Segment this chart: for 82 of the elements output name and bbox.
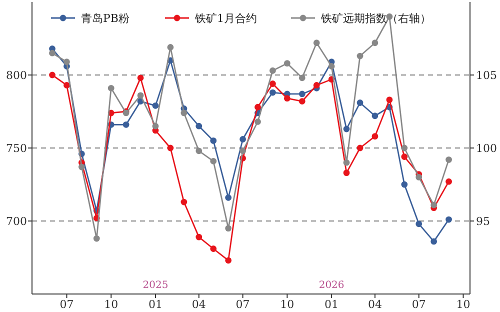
point	[328, 63, 335, 70]
point	[108, 84, 114, 92]
point	[356, 144, 364, 152]
x-tick-label: 07	[60, 298, 74, 311]
point	[446, 178, 452, 185]
annotation: 2026	[318, 280, 344, 291]
point	[401, 144, 408, 152]
point	[167, 44, 174, 50]
point	[152, 122, 159, 130]
point	[298, 98, 306, 104]
x-tick-label: 10	[104, 298, 118, 311]
point	[401, 154, 408, 160]
x-tick-label: 10	[456, 298, 470, 311]
y2-tick-label: 95	[476, 214, 490, 228]
point	[356, 100, 364, 106]
point	[225, 194, 232, 201]
point	[313, 82, 320, 88]
point	[196, 234, 202, 240]
point	[180, 110, 188, 116]
point	[122, 121, 130, 128]
point	[284, 95, 290, 102]
point	[93, 235, 100, 242]
legend-label: 青岛PB粉	[81, 12, 130, 25]
point	[64, 58, 70, 66]
point	[167, 144, 174, 152]
point	[430, 202, 438, 208]
y2-tick-label: 105	[476, 68, 497, 82]
point	[240, 148, 246, 154]
point	[284, 60, 290, 67]
point	[270, 67, 276, 74]
point	[254, 118, 261, 125]
point	[298, 74, 306, 82]
x-tick-label: 07	[236, 298, 250, 311]
x-tick-label: 07	[412, 298, 426, 311]
point	[313, 40, 320, 46]
point	[180, 198, 188, 206]
x-tick-label: 10	[280, 298, 294, 311]
point	[372, 133, 378, 140]
point	[386, 13, 393, 20]
y-tick-label: 750	[6, 142, 27, 155]
point	[401, 181, 408, 188]
point	[64, 82, 70, 88]
point	[372, 112, 378, 120]
point	[152, 102, 159, 109]
point	[210, 158, 217, 164]
point	[372, 40, 378, 46]
point	[270, 80, 276, 87]
x-tick-label: 04	[368, 298, 382, 311]
point	[386, 96, 393, 104]
point	[196, 148, 202, 154]
point	[430, 238, 438, 245]
point	[49, 50, 56, 56]
legend-label: 铁矿1月合约	[194, 12, 257, 25]
point	[137, 92, 144, 99]
point	[416, 174, 422, 180]
point	[270, 89, 276, 96]
point	[446, 216, 452, 223]
point	[298, 90, 306, 98]
point	[137, 74, 144, 82]
point	[225, 257, 232, 264]
point	[49, 72, 56, 78]
point	[343, 126, 350, 132]
point	[78, 164, 85, 170]
y2-tick-label: 100	[476, 142, 497, 155]
y-tick-label: 800	[6, 68, 27, 82]
point	[210, 138, 217, 144]
point	[446, 156, 452, 163]
annotation: 2025	[142, 280, 168, 291]
point	[225, 225, 232, 232]
point	[196, 122, 202, 130]
x-tick-label: 01	[148, 298, 162, 311]
legend-label: 铁矿远期指数（右轴）	[320, 12, 431, 25]
x-tick-label: 04	[192, 298, 206, 311]
y-tick-label: 700	[6, 214, 27, 228]
point	[240, 136, 246, 142]
point	[343, 170, 350, 176]
point	[254, 104, 261, 110]
point	[356, 52, 364, 60]
point	[416, 220, 422, 228]
point	[343, 159, 350, 166]
x-tick-label: 01	[324, 298, 339, 311]
point	[210, 246, 217, 252]
